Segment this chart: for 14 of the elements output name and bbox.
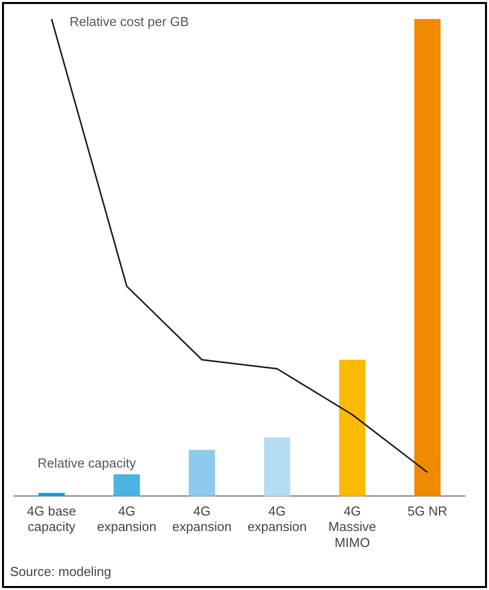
x-tick-label: 4G base capacity [27,504,76,534]
x-tick-label: 4G expansion [97,504,156,534]
bar [264,438,290,496]
bar [414,19,441,496]
x-tick-label: 5G NR [408,504,448,519]
x-tick-label: 4G expansion [247,504,307,534]
bar [188,450,216,496]
x-tick-label: 4G expansion [172,504,232,534]
series-label: Relative capacity [38,455,136,470]
bar [339,360,366,496]
x-tick-label: 4G Massive MIMO [328,504,376,550]
bar [114,474,140,496]
source-note: Source: modeling [10,564,112,579]
series-label: Relative cost per GB [70,14,189,30]
